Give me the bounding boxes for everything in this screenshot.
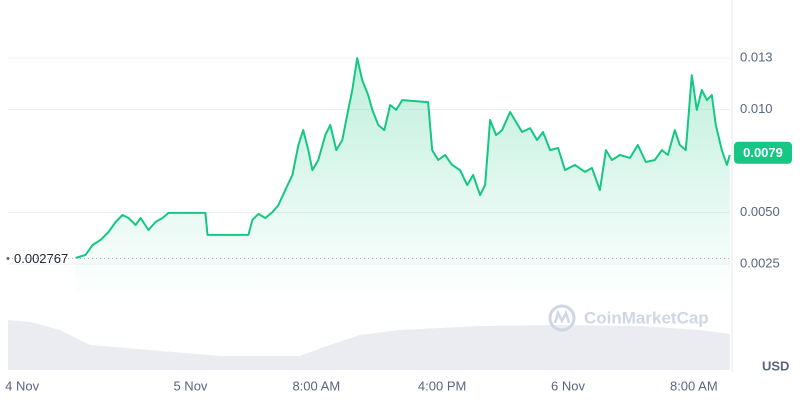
watermark-logo — [548, 304, 576, 332]
volume-area — [8, 320, 730, 370]
x-tick-label: 5 Nov — [173, 378, 207, 393]
current-price-label: 0.0079 — [743, 145, 783, 160]
current-price-badge — [734, 141, 792, 164]
open-price-label: 0.002767 — [14, 251, 68, 266]
x-tick-label: 4:00 PM — [418, 378, 466, 393]
y-tick-label: 0.010 — [740, 101, 773, 116]
x-tick-label: 8:00 AM — [292, 378, 340, 393]
price-line — [75, 57, 731, 259]
price-area — [75, 58, 730, 300]
open-price-dot — [6, 256, 10, 260]
currency-label: USD — [762, 358, 789, 373]
x-tick-label: 4 Nov — [5, 378, 39, 393]
y-tick-label: 0.0050 — [740, 204, 780, 219]
x-tick-label: 6 Nov — [551, 378, 585, 393]
y-tick-label: 0.0025 — [740, 255, 780, 270]
watermark: CoinMarketCap — [584, 308, 709, 327]
x-tick-label: 8:00 AM — [670, 378, 718, 393]
y-tick-label: 0.013 — [740, 50, 773, 65]
